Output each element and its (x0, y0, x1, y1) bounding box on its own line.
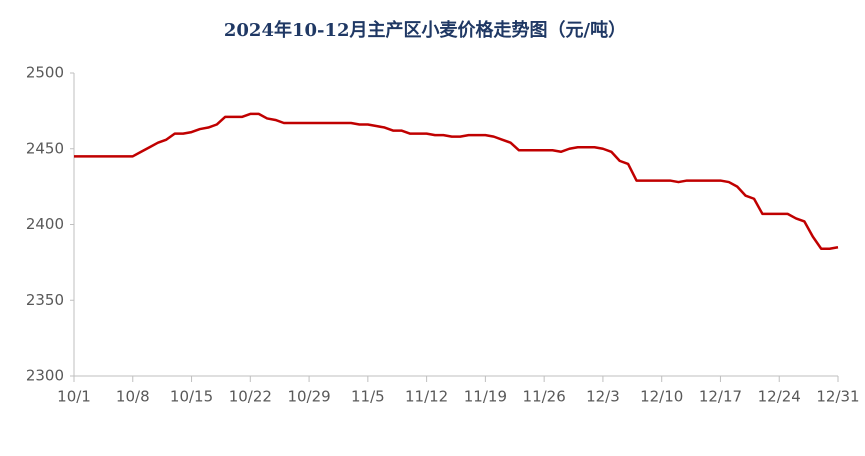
x-tick-label: 10/8 (116, 388, 150, 406)
x-tick-label: 10/15 (170, 388, 213, 406)
x-tick-label: 12/3 (586, 388, 620, 406)
series-line (74, 112, 839, 250)
y-tick-label: 2500 (26, 64, 64, 82)
x-tick-label: 10/29 (287, 388, 330, 406)
x-tick-label: 10/22 (229, 388, 272, 406)
x-tick-label: 12/17 (699, 388, 742, 406)
chart-title: 2024年10-12月主产区小麦价格走势图（元/吨） (224, 19, 626, 41)
y-tick-label: 2450 (26, 139, 64, 157)
x-tick-label: 11/5 (351, 388, 385, 406)
x-tick-label: 10/1 (57, 388, 91, 406)
x-tick-label: 11/19 (464, 388, 507, 406)
x-tick-label: 12/24 (758, 388, 801, 406)
x-tick-label: 11/12 (405, 388, 448, 406)
x-tick-label: 11/26 (523, 388, 566, 406)
x-tick-label: 12/31 (816, 388, 859, 406)
y-tick-label: 2300 (26, 367, 64, 385)
y-tick-label: 2400 (26, 215, 64, 233)
y-tick-label: 2350 (26, 291, 64, 309)
x-tick-label: 12/10 (640, 388, 683, 406)
